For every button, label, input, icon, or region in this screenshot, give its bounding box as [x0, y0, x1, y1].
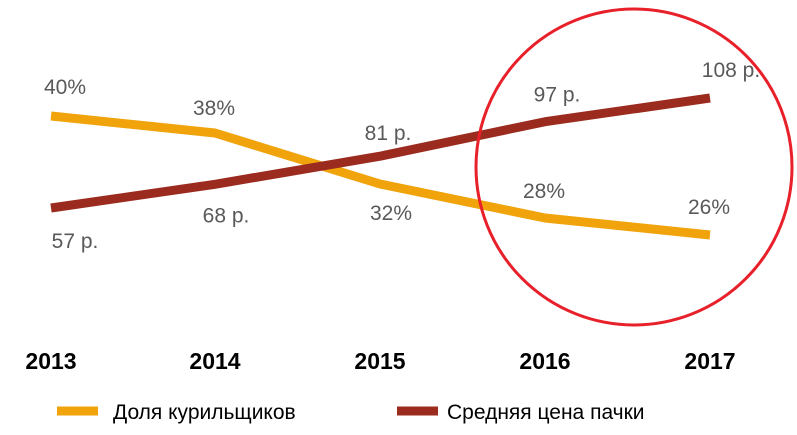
data-label-smokers: 26%	[688, 196, 730, 219]
data-label-smokers: 40%	[44, 76, 86, 99]
x-tick-label: 2016	[519, 348, 570, 374]
data-label-price: 108 р.	[702, 59, 760, 82]
chart-marks	[50, 93, 711, 240]
legend: Доля курильщиков Средняя цена пачки	[57, 401, 645, 424]
data-label-price: 57 р.	[52, 230, 99, 253]
data-label-smokers: 28%	[523, 180, 565, 203]
series-line-smokers	[50, 111, 711, 240]
legend-label-smokers: Доля курильщиков	[113, 401, 296, 424]
x-tick-label: 2013	[25, 348, 76, 374]
legend-label-price: Средняя цена пачки	[447, 401, 645, 424]
data-label-smokers: 32%	[370, 202, 412, 225]
x-axis-ticks: 2013 2014 2015 2016 2017	[25, 348, 735, 374]
highlight-circle	[474, 7, 794, 327]
data-label-smokers: 38%	[193, 97, 235, 120]
x-tick-label: 2017	[684, 348, 735, 374]
data-labels: 40% 38% 32% 28% 26% 57 р. 68 р. 81 р. 97 р. 108 р…	[44, 59, 760, 253]
data-label-price: 97 р.	[534, 84, 581, 107]
data-label-price: 68 р.	[203, 204, 250, 227]
x-tick-label: 2014	[189, 348, 240, 374]
x-tick-label: 2015	[354, 348, 405, 374]
series-line-price	[50, 93, 711, 213]
data-label-price: 81 р.	[365, 122, 412, 145]
